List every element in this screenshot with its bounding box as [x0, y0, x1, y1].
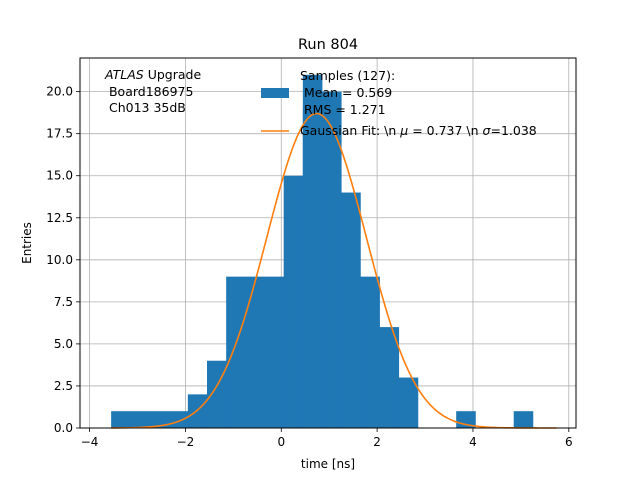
x-axis-label: time [ns] — [301, 457, 355, 471]
annotation-line-2: Board186975 — [105, 84, 193, 99]
x-tick-label: −2 — [177, 435, 195, 449]
legend-fit-text: Gaussian Fit: \n μ = 0.737 \n σ=1.038 — [300, 123, 537, 138]
annotation-line-3: Ch013 35dB — [105, 100, 186, 115]
y-tick-label: 17.5 — [46, 127, 73, 141]
x-tick-label: −4 — [81, 435, 99, 449]
histogram-bar — [513, 411, 534, 428]
histogram-bar — [322, 91, 342, 429]
x-tick-label: 0 — [277, 435, 285, 449]
y-tick-label: 2.5 — [54, 379, 73, 393]
y-tick-label: 7.5 — [54, 295, 73, 309]
histogram-bar — [379, 327, 400, 428]
y-tick-label: 5.0 — [54, 337, 73, 351]
gaussian-fit-line — [111, 112, 557, 429]
atlas-annotation: ATLAS Upgrade Board186975 Ch013 35dB — [104, 67, 201, 115]
y-tick-label: 12.5 — [46, 211, 73, 225]
histogram-bar — [341, 192, 361, 428]
legend-fit-sigma-value: =1.038 — [490, 123, 536, 138]
y-tick-label: 20.0 — [46, 85, 73, 99]
plot-frame — [79, 57, 577, 429]
annotation-line-1: ATLAS Upgrade — [104, 67, 201, 82]
histogram-bar — [360, 276, 380, 428]
annotation-atlas: ATLAS — [104, 67, 144, 82]
y-axis-label: Entries — [20, 222, 34, 264]
legend-hist-line-3: RMS = 1.271 — [300, 102, 386, 117]
legend-fit-mu-symbol: μ — [399, 123, 408, 138]
histogram-bar — [283, 175, 304, 428]
legend-fit-sigma-symbol: σ — [483, 123, 492, 138]
histogram-bar — [111, 411, 189, 428]
legend-fit-mu-value: = 0.737 \n — [408, 123, 482, 138]
x-ticks: −4 −2 0 2 4 6 — [81, 428, 573, 449]
y-tick-label: 10.0 — [46, 253, 73, 267]
histogram-bar — [398, 377, 419, 428]
histogram-bar — [302, 74, 323, 429]
legend: Samples (127): Mean = 0.569 RMS = 1.271 … — [261, 68, 537, 138]
legend-hist-line-1: Samples (127): — [300, 68, 395, 83]
fit-layer — [111, 112, 557, 429]
x-tick-label: 2 — [373, 435, 381, 449]
x-tick-label: 4 — [469, 435, 477, 449]
histogram-bar — [206, 360, 227, 428]
y-tick-label: 0.0 — [54, 421, 73, 435]
histogram-bar — [226, 276, 285, 428]
x-tick-label: 6 — [565, 435, 573, 449]
y-ticks: 0.0 2.5 5.0 7.5 10.0 12.5 15.0 17.5 20.0 — [46, 85, 80, 435]
legend-hist-swatch — [261, 88, 289, 98]
histogram-bar — [187, 394, 208, 428]
legend-fit-prefix: Gaussian Fit: \n — [300, 123, 400, 138]
legend-hist-line-2: Mean = 0.569 — [300, 85, 392, 100]
chart-title: Run 804 — [298, 37, 358, 53]
annotation-upgrade: Upgrade — [144, 67, 202, 82]
y-tick-label: 15.0 — [46, 169, 73, 183]
